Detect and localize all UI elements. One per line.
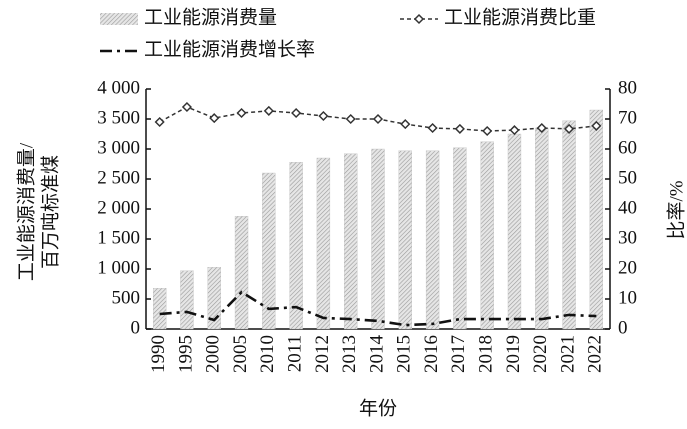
y-axis-label: 百万吨标准煤 <box>39 155 61 269</box>
bar <box>316 157 331 330</box>
y-tick-label: 500 <box>112 287 141 308</box>
y-tick-label: 0 <box>131 317 141 338</box>
bar <box>262 172 276 330</box>
y2-tick-label: 40 <box>618 197 637 218</box>
x-tick-label: 2017 <box>448 335 469 373</box>
x-tick-label: 1995 <box>175 335 196 373</box>
bar <box>453 147 467 330</box>
x-tick-label: 2000 <box>203 335 224 373</box>
x-tick-label: 2005 <box>230 335 251 373</box>
x-axis-label: 年份 <box>359 397 397 419</box>
bar <box>480 141 494 330</box>
point-marker <box>400 119 411 130</box>
y-axis-label: 工业能源消费量/ <box>15 142 37 281</box>
x-tick-label: 2019 <box>503 335 524 373</box>
point-marker <box>427 122 438 134</box>
x-tick-label: 2018 <box>476 335 497 373</box>
bar <box>289 162 303 330</box>
y-tick-label: 2 000 <box>97 197 140 218</box>
point-marker <box>509 125 520 136</box>
x-tick-label: 2010 <box>257 335 278 373</box>
bar <box>398 150 412 330</box>
point-marker <box>454 123 465 134</box>
x-tick-label: 2013 <box>339 335 360 373</box>
x-tick-label: 2011 <box>284 335 305 372</box>
point-marker <box>563 123 575 134</box>
point-marker <box>536 122 547 134</box>
legend-label: 工业能源消费增长率 <box>144 38 315 60</box>
x-tick-label: 2012 <box>312 335 333 373</box>
bar <box>535 127 549 330</box>
y2-tick-label: 80 <box>618 77 637 98</box>
x-tick-label: 2016 <box>421 335 442 373</box>
x-tick-label: 2015 <box>394 335 415 373</box>
point-marker <box>372 113 384 125</box>
y2-axis-label: 比率/% <box>665 180 687 239</box>
y-tick-label: 4 000 <box>97 77 140 98</box>
point-marker <box>236 107 247 119</box>
point-marker <box>209 113 220 124</box>
bar <box>371 148 385 330</box>
bar <box>207 267 221 330</box>
x-tick-label: 1990 <box>148 335 169 373</box>
point-marker <box>154 116 165 128</box>
y-tick-label: 3 500 <box>97 107 140 128</box>
point-marker <box>181 101 193 113</box>
x-tick-label: 2014 <box>366 335 387 374</box>
point-marker <box>482 125 493 137</box>
y2-tick-label: 30 <box>618 227 637 248</box>
bar <box>344 153 358 330</box>
bar <box>507 133 522 330</box>
y2-tick-label: 10 <box>618 287 637 308</box>
bar <box>562 120 576 330</box>
point-marker <box>263 105 274 116</box>
x-tick-label: 2020 <box>530 335 551 373</box>
x-tick-label: 2022 <box>585 335 606 373</box>
bar <box>589 109 604 330</box>
bar <box>425 150 440 330</box>
y2-tick-label: 70 <box>618 107 637 128</box>
point-marker <box>291 107 302 119</box>
x-tick-label: 2021 <box>557 335 578 373</box>
bar <box>152 288 167 330</box>
bar <box>180 270 194 330</box>
bar <box>234 216 249 330</box>
legend-swatch <box>413 13 425 25</box>
y-tick-label: 3 000 <box>97 137 140 158</box>
y2-tick-label: 50 <box>618 167 637 188</box>
y2-tick-label: 20 <box>618 257 637 278</box>
y2-tick-label: 60 <box>618 137 637 158</box>
line <box>159 290 597 327</box>
y2-tick-label: 0 <box>618 317 628 338</box>
legend-swatch <box>100 13 138 25</box>
y-tick-label: 1 500 <box>97 227 140 248</box>
point-marker <box>345 113 356 125</box>
legend-label: 工业能源消费量 <box>144 6 277 28</box>
y-tick-label: 1 000 <box>97 257 140 278</box>
y-tick-label: 2 500 <box>97 167 140 188</box>
point-marker <box>591 120 602 131</box>
legend-label: 工业能源消费比重 <box>444 6 596 28</box>
point-marker <box>318 110 329 122</box>
